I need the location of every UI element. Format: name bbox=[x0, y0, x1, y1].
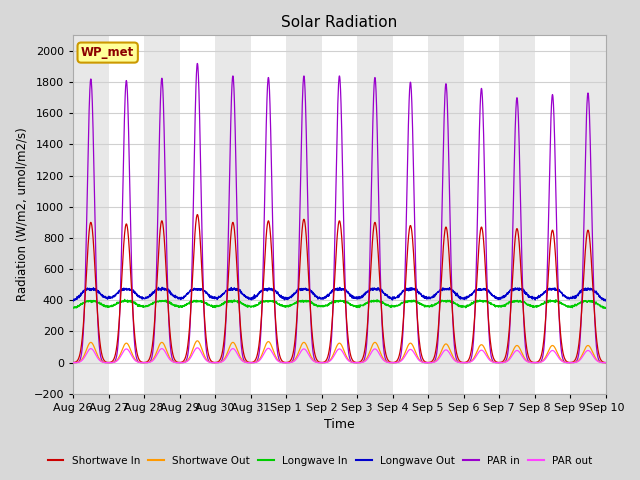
Bar bbox=[215, 36, 251, 394]
Text: WP_met: WP_met bbox=[81, 46, 134, 59]
Y-axis label: Radiation (W/m2, umol/m2/s): Radiation (W/m2, umol/m2/s) bbox=[15, 128, 28, 301]
Title: Solar Radiation: Solar Radiation bbox=[282, 15, 397, 30]
Bar bbox=[499, 36, 535, 394]
Bar bbox=[144, 36, 180, 394]
Bar bbox=[428, 36, 464, 394]
Bar bbox=[570, 36, 605, 394]
Legend: Shortwave In, Shortwave Out, Longwave In, Longwave Out, PAR in, PAR out: Shortwave In, Shortwave Out, Longwave In… bbox=[44, 452, 596, 470]
X-axis label: Time: Time bbox=[324, 419, 355, 432]
Bar bbox=[357, 36, 393, 394]
Bar bbox=[73, 36, 109, 394]
Bar bbox=[286, 36, 322, 394]
